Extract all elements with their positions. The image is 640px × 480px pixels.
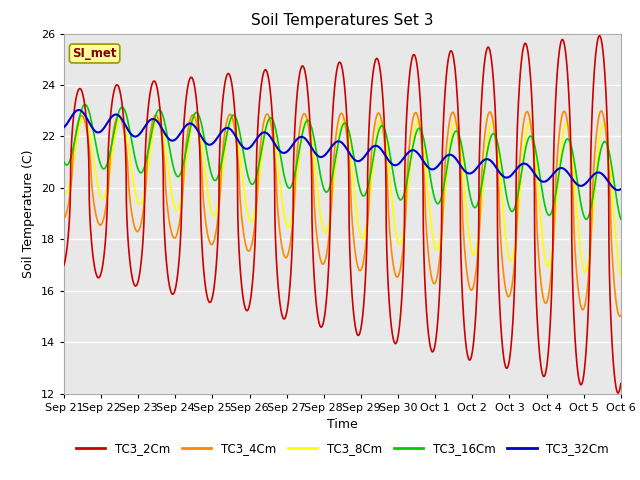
TC3_32Cm (60, 124, 68, 130)
TC3_16Cm (164, 136, 172, 142)
TC3_2Cm (348, 287, 356, 292)
Y-axis label: Soil Temperature (C): Soil Temperature (C) (22, 149, 35, 278)
TC3_2Cm (593, 46, 600, 52)
Line: TC3_4Cm: TC3_4Cm (64, 111, 621, 316)
Line: TC3_8Cm: TC3_8Cm (64, 116, 621, 276)
TC3_2Cm (617, 381, 625, 386)
TC3_16Cm (617, 216, 625, 222)
TC3_8Cm (348, 165, 356, 170)
TC3_2Cm (406, 71, 413, 77)
TC3_16Cm (60, 159, 68, 165)
TC3_32Cm (75, 107, 83, 113)
TC3_32Cm (212, 137, 220, 143)
Line: TC3_32Cm: TC3_32Cm (64, 110, 621, 190)
TC3_4Cm (60, 216, 68, 221)
TC3_8Cm (212, 210, 220, 216)
TC3_8Cm (164, 164, 172, 169)
TC3_8Cm (80, 113, 88, 119)
TC3_4Cm (406, 139, 413, 145)
TC3_8Cm (617, 273, 625, 279)
Line: TC3_2Cm: TC3_2Cm (64, 36, 621, 393)
TC3_32Cm (593, 170, 600, 176)
Text: SI_met: SI_met (72, 47, 117, 60)
TC3_2Cm (508, 338, 515, 344)
Line: TC3_16Cm: TC3_16Cm (64, 105, 621, 219)
TC3_32Cm (164, 135, 172, 141)
TC3_16Cm (406, 161, 414, 167)
TC3_32Cm (614, 187, 622, 193)
TC3_2Cm (60, 262, 68, 268)
TC3_32Cm (617, 186, 625, 192)
TC3_2Cm (614, 390, 622, 396)
TC3_8Cm (508, 257, 516, 263)
TC3_4Cm (616, 313, 623, 319)
TC3_4Cm (508, 286, 515, 291)
TC3_4Cm (597, 108, 605, 114)
TC3_8Cm (60, 189, 68, 195)
TC3_32Cm (348, 154, 356, 160)
TC3_32Cm (508, 172, 516, 178)
TC3_4Cm (164, 206, 172, 212)
TC3_4Cm (617, 312, 625, 318)
TC3_4Cm (348, 211, 356, 216)
TC3_2Cm (596, 33, 604, 39)
X-axis label: Time: Time (327, 418, 358, 431)
TC3_16Cm (212, 177, 220, 183)
TC3_4Cm (593, 132, 600, 138)
TC3_16Cm (593, 169, 601, 175)
TC3_2Cm (212, 268, 220, 274)
TC3_8Cm (593, 168, 600, 173)
TC3_16Cm (582, 216, 590, 222)
TC3_16Cm (348, 143, 356, 149)
Title: Soil Temperatures Set 3: Soil Temperatures Set 3 (251, 13, 434, 28)
TC3_16Cm (508, 209, 516, 215)
TC3_8Cm (406, 168, 414, 173)
Legend: TC3_2Cm, TC3_4Cm, TC3_8Cm, TC3_16Cm, TC3_32Cm: TC3_2Cm, TC3_4Cm, TC3_8Cm, TC3_16Cm, TC3… (71, 437, 614, 460)
TC3_32Cm (406, 148, 414, 154)
TC3_16Cm (81, 102, 89, 108)
TC3_4Cm (212, 230, 220, 236)
TC3_2Cm (164, 271, 172, 276)
